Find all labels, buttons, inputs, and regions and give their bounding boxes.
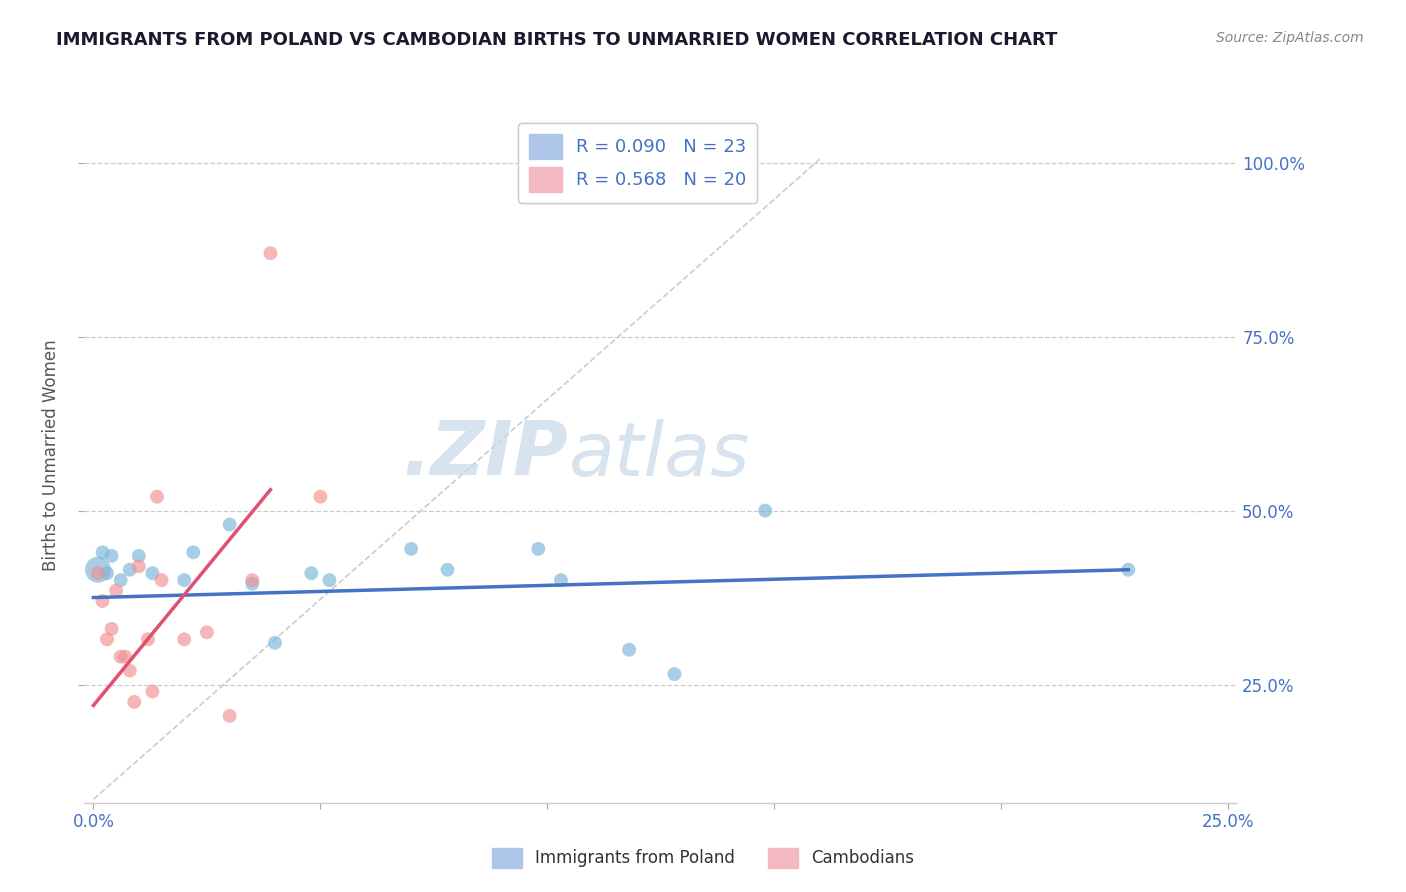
Point (1118, 563, 1140, 577)
Point (181, 545, 204, 559)
Text: IMMIGRANTS FROM POLAND VS CAMBODIAN BIRTHS TO UNMARRIED WOMEN CORRELATION CHART: IMMIGRANTS FROM POLAND VS CAMBODIAN BIRT… (56, 31, 1057, 49)
Point (195, 625, 218, 640)
Point (150, 573, 173, 587)
Point (114, 649, 136, 664)
Point (124, 695, 146, 709)
Point (309, 490, 332, 504)
Point (128, 559, 150, 574)
Point (96, 632, 118, 647)
Point (173, 632, 195, 647)
Point (318, 573, 340, 587)
Point (96, 566, 118, 581)
Point (550, 573, 572, 587)
Text: Source: ZipAtlas.com: Source: ZipAtlas.com (1216, 31, 1364, 45)
Point (259, 246, 281, 260)
Point (128, 549, 150, 563)
Point (87, 563, 110, 577)
Point (141, 566, 163, 581)
Point (264, 636, 287, 650)
Point (146, 490, 169, 504)
Point (299, 566, 322, 581)
Point (173, 573, 195, 587)
Point (617, 642, 640, 657)
Point (100, 549, 122, 563)
Point (105, 583, 128, 598)
Point (240, 573, 263, 587)
Point (141, 684, 163, 698)
Y-axis label: Births to Unmarried Women: Births to Unmarried Women (42, 339, 60, 571)
Point (218, 517, 240, 532)
Point (118, 664, 141, 678)
Text: .ZIP: .ZIP (404, 418, 568, 491)
Text: atlas: atlas (568, 419, 749, 491)
Point (218, 708, 240, 723)
Point (100, 622, 122, 636)
Legend: R = 0.090   N = 23, R = 0.568   N = 20: R = 0.090 N = 23, R = 0.568 N = 20 (519, 123, 758, 203)
Point (136, 632, 159, 647)
Point (87, 566, 110, 581)
Point (110, 573, 132, 587)
Point (240, 576, 263, 591)
Point (527, 541, 550, 556)
Point (436, 563, 458, 577)
Point (399, 541, 422, 556)
Point (754, 503, 776, 517)
Point (91, 594, 114, 608)
Legend: Immigrants from Poland, Cambodians: Immigrants from Poland, Cambodians (485, 841, 921, 875)
Point (664, 667, 686, 681)
Point (110, 649, 132, 664)
Point (118, 563, 141, 577)
Point (91, 545, 114, 559)
